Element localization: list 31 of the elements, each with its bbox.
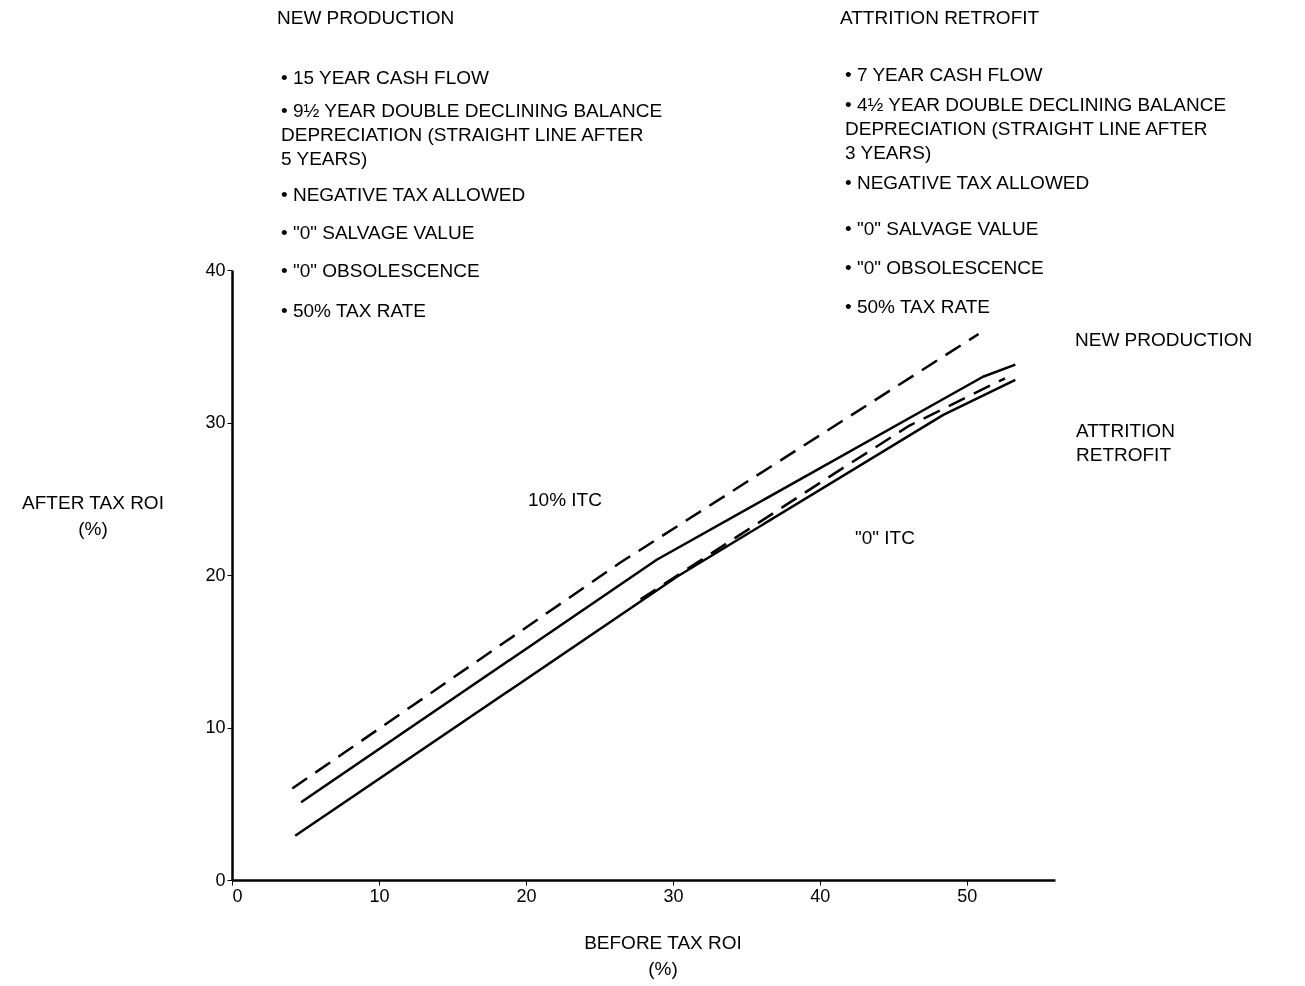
y-tick-label: 40 [205, 259, 226, 280]
text: • 9½ YEAR DOUBLE DECLINING BALANCE DEPRECIATION (STRAIGHT LINE AFTER 5 YEARS) [281, 100, 663, 169]
x-tick-label: 10 [369, 885, 390, 906]
text: • "0" SALVAGE VALUE [845, 218, 1039, 239]
text: • NEGATIVE TAX ALLOWED [845, 172, 1090, 193]
x-tick-label: 40 [810, 885, 831, 906]
x-axis-title: BEFORE TAX ROI (%) [584, 932, 742, 979]
text: • NEGATIVE TAX ALLOWED [281, 184, 526, 205]
y-tick-label: 10 [205, 717, 226, 737]
y-tick-label: 0 [215, 869, 226, 890]
text: ATTRITION RETROFIT [1076, 420, 1175, 465]
text: • 7 YEAR CASH FLOW [845, 64, 1043, 85]
annotation: • 50% TAX RATE [281, 300, 426, 321]
annotation: 10% ITC [528, 489, 602, 510]
text: • 4½ YEAR DOUBLE DECLINING BALANCE DEPRECIATION (STRAIGHT LINE AFTER 3 YEARS) [845, 94, 1227, 163]
text: • "0" SALVAGE VALUE [281, 222, 475, 243]
text: NEW PRODUCTION [277, 7, 455, 28]
annotation: • "0" OBSOLESCENCE [845, 257, 1044, 278]
annotation: "0" ITC [855, 527, 915, 548]
x-tick-label: 20 [516, 885, 537, 906]
annotation: • 50% TAX RATE [845, 296, 990, 317]
y-tick-label: 20 [205, 564, 226, 585]
text: ATTRITION RETROFIT [840, 7, 1040, 28]
y-tick-label: 30 [205, 412, 226, 432]
x-tick-label: 30 [663, 885, 684, 906]
text: NEW PRODUCTION [1075, 329, 1253, 350]
x-tick-label: 0 [232, 885, 243, 906]
y-axis-title: AFTER TAX ROI (%) [22, 492, 164, 539]
annotation: • "0" OBSOLESCENCE [281, 260, 480, 281]
x-tick-label: 50 [957, 885, 978, 906]
text: • 15 YEAR CASH FLOW [281, 67, 490, 88]
